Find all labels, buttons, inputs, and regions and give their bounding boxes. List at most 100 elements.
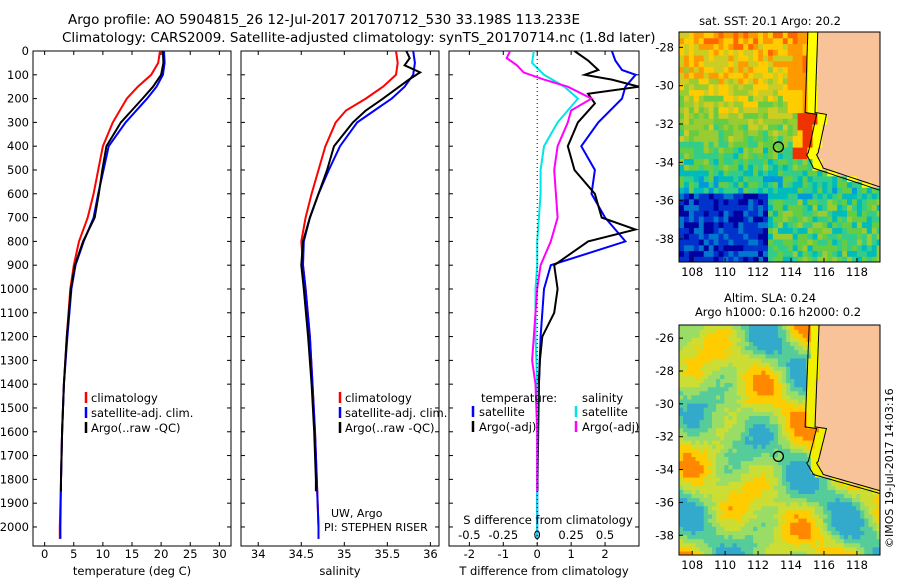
map-cell (864, 341, 869, 347)
map-cell (720, 534, 725, 540)
map-cell (798, 440, 804, 445)
map-cell (812, 124, 818, 131)
map-cell (839, 485, 845, 490)
map-cell (839, 341, 845, 347)
map-cell (872, 513, 878, 519)
map-cell (713, 72, 720, 79)
map-cell (802, 49, 809, 56)
map-cell (777, 152, 784, 160)
map-cell (861, 239, 868, 246)
map-cell (699, 477, 705, 482)
map-cell (876, 66, 880, 73)
map-cell (806, 485, 812, 490)
map-cell (847, 394, 853, 400)
map-cell (772, 32, 779, 39)
lon-tick-label: 112 (747, 558, 769, 572)
map-cell (687, 357, 692, 363)
map-cell (852, 118, 858, 125)
map-cell (822, 193, 828, 200)
map-cell (728, 152, 734, 160)
map-cell (861, 147, 868, 154)
map-cell (758, 244, 764, 252)
map-cell (679, 390, 684, 396)
map-cell (723, 129, 729, 137)
map-cell (792, 60, 799, 68)
map-cell (683, 542, 688, 548)
map-cell (802, 477, 808, 482)
map-cell (814, 468, 820, 474)
map-cell (708, 250, 715, 257)
map-cell (765, 415, 771, 421)
map-cell (876, 526, 880, 531)
map-cell (782, 341, 787, 347)
map-cell (856, 89, 863, 96)
map-cell (688, 60, 695, 68)
map-cell (871, 129, 878, 137)
map-cell (769, 415, 775, 421)
map-cell (683, 147, 690, 154)
map-cell (790, 460, 795, 466)
map-cell (835, 546, 841, 552)
map-cell (860, 497, 865, 503)
map-cell (736, 374, 742, 379)
map-cell (876, 427, 880, 433)
map-cell (827, 509, 832, 515)
map-cell (787, 112, 794, 119)
map-cell (852, 198, 858, 206)
map-cell (835, 423, 841, 429)
map-cell (691, 394, 697, 400)
map-cell (810, 415, 816, 421)
map-cell (847, 489, 853, 494)
map-cell (864, 390, 869, 396)
map-cell (827, 415, 832, 421)
map-cell (876, 522, 880, 527)
map-cell (753, 542, 758, 548)
map-cell (843, 403, 849, 408)
sla-map-subtitle: Argo h1000: 0.16 h2000: 0.2 (695, 305, 861, 319)
map-cell (718, 204, 724, 211)
map-cell (768, 244, 774, 252)
map-cell (699, 386, 705, 392)
map-cell (753, 460, 758, 466)
map-cell (728, 374, 734, 379)
map-cell (798, 403, 804, 408)
map-cell (860, 485, 865, 490)
map-cell (871, 158, 878, 165)
map-cell (683, 83, 690, 91)
map-cell (703, 526, 709, 531)
map-cell (794, 419, 799, 425)
map-cell (753, 378, 758, 384)
map-cell (683, 141, 690, 148)
map-cell (712, 403, 717, 408)
map-cell (693, 204, 700, 211)
map-cell (688, 210, 695, 217)
x-tick-label: 25 (183, 547, 198, 561)
map-cell (772, 141, 779, 148)
map-cell (847, 505, 853, 511)
map-cell (837, 72, 843, 79)
map-cell (743, 78, 749, 85)
map-cell (724, 518, 729, 523)
map-cell (856, 518, 861, 523)
map-cell (720, 481, 725, 486)
map-cell (842, 72, 848, 79)
sst-map-axes: 108 110 112 114 116 118-28-30-32-34-36-38 (655, 40, 868, 279)
map-cell (703, 477, 709, 482)
map-cell (814, 530, 820, 536)
map-cell (782, 440, 787, 445)
map-cell (688, 250, 695, 257)
map-cell (777, 329, 783, 334)
lat-tick-label: -32 (655, 117, 674, 131)
depth-tick-label: 300 (7, 115, 29, 129)
map-cell (847, 55, 853, 62)
map-cell (749, 448, 754, 453)
map-cell (842, 118, 848, 125)
legend-label: Argo(-adj) (582, 420, 639, 434)
x-tick-label: 35 (337, 547, 352, 561)
map-cell (876, 221, 880, 229)
map-cell (842, 233, 848, 240)
map-cell (831, 460, 837, 466)
map-cell (718, 95, 724, 102)
map-cell (699, 370, 705, 375)
map-cell (827, 83, 833, 91)
